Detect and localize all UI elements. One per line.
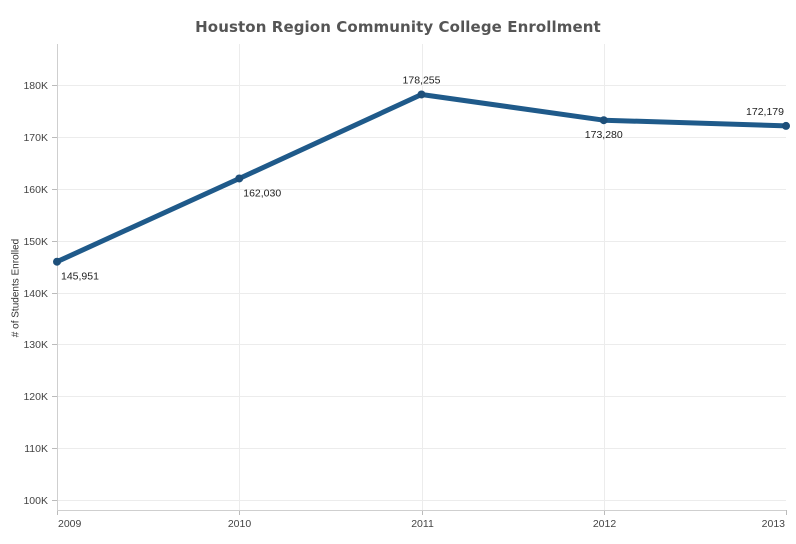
x-tick-label: 2009 [58, 518, 82, 530]
y-tick-label: 110K [24, 443, 48, 455]
data-point[interactable] [782, 121, 790, 130]
y-tick-label: 100K [23, 495, 48, 507]
chart-title: Houston Region Community College Enrollm… [195, 18, 601, 36]
data-label: 173,280 [585, 129, 623, 141]
x-tick-label: 2011 [411, 518, 434, 530]
data-label: 178,255 [403, 74, 441, 86]
y-tick-label: 140K [23, 288, 48, 300]
gridlines [57, 44, 786, 510]
x-tick-label: 2010 [228, 518, 252, 530]
data-labels: 145,951 162,030 178,255 173,280 172,179 [61, 74, 784, 282]
y-tick-label: 160K [23, 184, 48, 196]
x-tick-label: 2013 [762, 518, 786, 530]
data-label: 162,030 [243, 187, 281, 199]
series-line [53, 90, 790, 266]
axes: 100K 110K 120K 130K 140K 150K 160K 170K 180K 2009… [23, 44, 787, 530]
data-label: 145,951 [61, 271, 99, 283]
data-point[interactable] [417, 90, 426, 99]
y-tick-label: 120K [23, 391, 48, 403]
y-tick-label: 170K [23, 132, 48, 144]
data-label: 172,179 [746, 106, 784, 118]
data-point[interactable] [599, 116, 608, 125]
series-line-enrollment [55, 92, 787, 264]
data-point[interactable] [53, 257, 61, 266]
x-tick-label: 2012 [593, 518, 617, 530]
y-tick-label: 130K [23, 339, 48, 351]
y-tick-label: 150K [23, 236, 48, 248]
y-tick-label: 180K [23, 80, 48, 92]
data-point[interactable] [235, 174, 244, 183]
